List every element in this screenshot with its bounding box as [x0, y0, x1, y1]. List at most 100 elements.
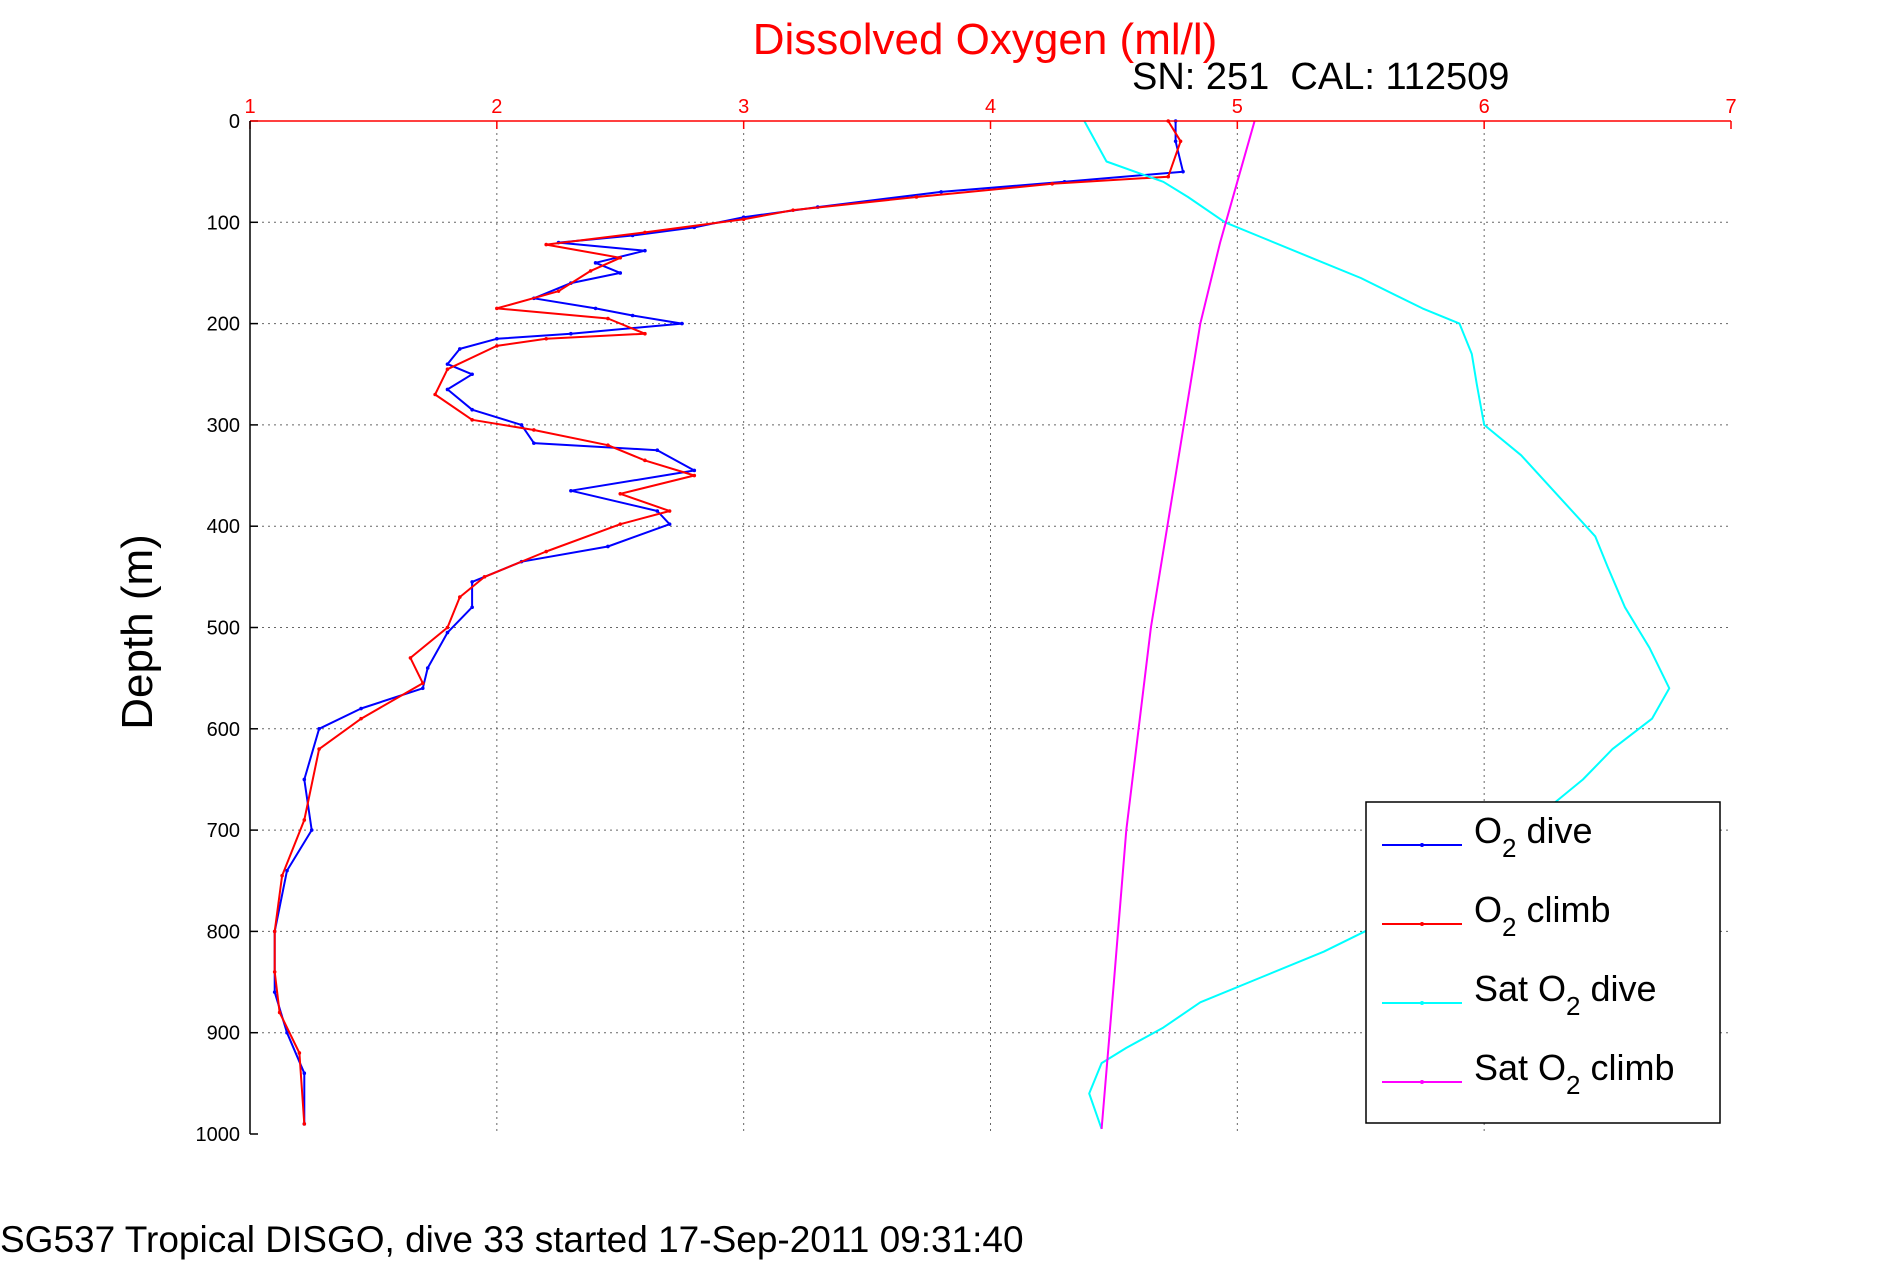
- data-point-o2_dive-46: [285, 1030, 289, 1035]
- data-point-o2_climb-39: [277, 1010, 282, 1015]
- legend-box: [1365, 801, 1721, 1124]
- data-point-o2_dive-35: [470, 605, 474, 610]
- y-tick-label: 0: [229, 111, 240, 133]
- data-point-o2_climb-12: [495, 306, 499, 311]
- data-point-o2_dive-29: [569, 488, 573, 493]
- data-point-o2_dive-27: [655, 448, 660, 453]
- data-point-o2_dive-34: [470, 580, 474, 584]
- data-point-o2_dive-39: [359, 706, 363, 711]
- data-point-o2_climb-34: [317, 747, 321, 751]
- x-tick-label: 6: [1479, 96, 1490, 118]
- data-point-o2_climb-9: [618, 255, 623, 260]
- data-point-o2_climb-33: [359, 716, 363, 721]
- data-point-o2_dive-41: [302, 777, 307, 782]
- chart-title: Dissolved Oxygen (ml/l): [753, 15, 1218, 64]
- data-point-o2_dive-18: [569, 331, 573, 336]
- y-tick-label: 800: [207, 921, 240, 943]
- figure-caption: SG537 Tropical DISGO, dive 33 started 17…: [0, 1219, 1024, 1260]
- data-point-o2_climb-11: [556, 289, 561, 293]
- series-o2_climb: [272, 119, 1183, 1126]
- legend-marker-sat_o2_dive: [1420, 1001, 1424, 1005]
- y-tick-label: 900: [207, 1023, 240, 1045]
- data-point-o2_climb-36: [280, 873, 284, 878]
- data-point-o2_climb-35: [302, 818, 307, 822]
- data-point-o2_climb-27: [544, 549, 548, 554]
- data-point-o2_dive-30: [655, 509, 660, 513]
- data-point-o2_climb-38: [272, 970, 277, 974]
- y-tick-label: 700: [207, 820, 240, 842]
- y-axis-label: Depth (m): [113, 534, 162, 730]
- legend-label-o2_climb: O2 climb: [1474, 889, 1611, 942]
- legend-marker-sat_o2_climb: [1420, 1080, 1424, 1084]
- x-tick-label: 7: [1725, 96, 1736, 118]
- legend-label-sat_o2_dive: Sat O2 dive: [1474, 968, 1657, 1021]
- data-point-o2_dive-2: [1181, 169, 1185, 174]
- x-tick-label: 4: [985, 96, 996, 118]
- y-tick-label: 100: [207, 212, 240, 234]
- data-point-o2_climb-13: [606, 316, 610, 321]
- tick-labels: 1 2 3 4 5 6 7 0 100 200 300 400 500 600 700 800 900 1000: [196, 96, 1737, 1146]
- data-point-o2_climb-20: [532, 428, 536, 432]
- data-point-o2_dive-23: [445, 387, 450, 392]
- data-point-o2_climb-1: [1178, 139, 1183, 144]
- data-point-o2_climb-41: [302, 1122, 307, 1126]
- series-sat_o2_climb: [1100, 120, 1256, 1129]
- data-point-o2_dive-32: [606, 544, 610, 549]
- legend-marker-o2_climb: [1420, 922, 1424, 926]
- y-tick-label: 300: [207, 415, 240, 437]
- data-point-o2_climb-8: [544, 242, 548, 247]
- data-point-o2_dive-16: [630, 313, 635, 318]
- data-point-o2_climb-5: [791, 208, 795, 212]
- data-point-o2_climb-30: [445, 625, 450, 630]
- data-point-o2_climb-32: [420, 681, 425, 686]
- data-point-o2_climb-7: [643, 230, 647, 235]
- data-point-o2_dive-17: [680, 321, 684, 326]
- data-point-o2_climb-14: [643, 331, 647, 336]
- data-point-o2_dive-20: [458, 347, 462, 351]
- data-point-o2_climb-24: [618, 491, 623, 496]
- series-sat_o2_dive: [1083, 120, 1671, 1130]
- data-point-o2_climb-37: [272, 929, 277, 934]
- y-tick-label: 500: [207, 618, 240, 640]
- data-point-o2_dive-24: [470, 407, 474, 412]
- data-point-o2_dive-45: [272, 990, 277, 994]
- data-point-o2_dive-40: [317, 727, 321, 731]
- data-point-o2_climb-15: [544, 336, 548, 341]
- data-point-o2_dive-42: [309, 828, 314, 832]
- data-point-o2_climb-25: [667, 509, 672, 513]
- grid-lines: [250, 121, 1731, 1134]
- y-tick-label: 600: [207, 719, 240, 741]
- data-point-o2_dive-25: [519, 423, 524, 427]
- series-line-sat_o2_dive: [1083, 120, 1671, 1130]
- x-tick-label: 1: [244, 96, 255, 118]
- data-point-o2_dive-47: [302, 1071, 307, 1076]
- data-point-o2_climb-29: [458, 595, 462, 599]
- data-point-o2_climb-2: [1166, 174, 1171, 179]
- data-point-o2_climb-40: [297, 1051, 302, 1055]
- y-tick-label: 1000: [196, 1124, 241, 1146]
- data-point-o2_climb-28: [482, 575, 487, 579]
- data-point-o2_dive-4: [939, 190, 943, 194]
- x-tick-label: 2: [491, 96, 502, 118]
- data-point-o2_climb-21: [606, 443, 610, 447]
- data-point-o2_dive-38: [420, 686, 425, 691]
- data-point-o2_dive-1: [1173, 139, 1178, 144]
- data-point-o2_dive-22: [470, 372, 474, 377]
- data-point-o2_dive-12: [618, 271, 623, 275]
- data-point-o2_climb-4: [914, 195, 919, 199]
- series-layer: [272, 119, 1671, 1130]
- data-point-o2_dive-28: [692, 468, 697, 473]
- data-point-o2_dive-11: [593, 261, 598, 265]
- series-line-o2_climb: [273, 120, 1182, 1124]
- data-point-o2_climb-23: [692, 473, 697, 478]
- legend-marker-o2_dive: [1420, 843, 1424, 847]
- legend-label-sat_o2_climb: Sat O2 climb: [1474, 1047, 1675, 1100]
- data-point-o2_climb-31: [408, 656, 413, 660]
- data-point-o2_dive-43: [285, 868, 289, 873]
- data-point-o2_climb-16: [495, 344, 499, 348]
- legend: O2 dive O2 climb Sat O2 dive Sat O2 climb: [1365, 801, 1721, 1124]
- series-line-sat_o2_climb: [1100, 120, 1256, 1129]
- data-point-o2_dive-10: [643, 248, 647, 253]
- data-point-o2_dive-15: [593, 306, 598, 311]
